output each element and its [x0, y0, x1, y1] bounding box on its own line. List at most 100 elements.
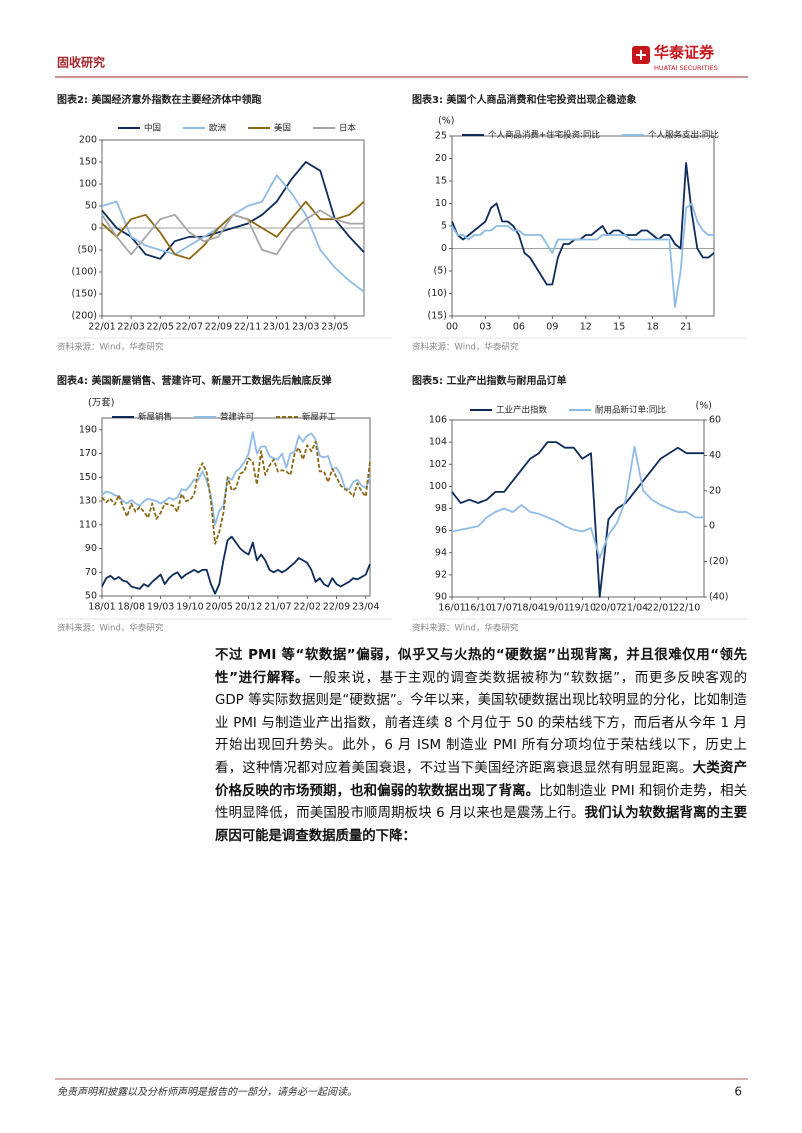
- y-tick-label: 40: [709, 450, 721, 461]
- y-tick-label: (100): [71, 267, 97, 278]
- text-run: 比如制造业 PMI 和铜价走势，相关性明显降低，而美国股市顺周期板块 6 月以来…: [215, 783, 747, 822]
- y-tick-label: 94: [435, 547, 447, 558]
- x-tick-label: 06: [513, 322, 525, 333]
- chart-source: 资料来源：Wind，华泰研究: [57, 342, 164, 353]
- brand-name: 华泰证券: [654, 44, 715, 62]
- y2-unit: (%): [696, 401, 712, 412]
- y-tick-label: 100: [79, 179, 97, 190]
- y-tick-label: (150): [71, 289, 97, 300]
- x-tick-label: 22/03: [117, 322, 144, 333]
- y-tick-label: (40): [709, 592, 729, 603]
- series-line: [101, 535, 371, 595]
- y-tick-label: 25: [435, 131, 447, 142]
- x-tick-label: 17/07: [490, 603, 517, 614]
- y-tick-label: 170: [79, 448, 97, 459]
- bold-run: 不过 PMI 等“软数据”偏弱，似乎又与火热的“硬数据”出现背离，并且很难仅用“…: [215, 648, 747, 686]
- y-tick-label: 0: [91, 223, 97, 234]
- y-tick-label: 130: [79, 496, 97, 507]
- series-line: [101, 440, 371, 545]
- x-tick-label: 19/03: [147, 602, 174, 613]
- chart-title: 图表3: 美国个人商品消费和住宅投资出现企稳迹象: [412, 93, 636, 106]
- x-tick-label: 23/04: [352, 602, 379, 613]
- series-line: [101, 161, 365, 260]
- legend-label: 营建许可: [220, 412, 255, 423]
- x-tick-label: 18/04: [517, 603, 544, 614]
- x-tick-label: 22/01: [647, 603, 674, 614]
- footer-disclaimer: 免责声明和披露以及分析师声明是报告的一部分，请务必一起阅读。: [57, 1086, 357, 1098]
- x-tick-label: 20/05: [206, 602, 233, 613]
- chart-source: 资料来源：Wind，华泰研究: [412, 623, 519, 634]
- x-tick-label: 20/07: [595, 603, 622, 614]
- x-tick-label: 22/10: [673, 603, 700, 614]
- y-tick-label: 200: [79, 135, 97, 146]
- y-tick-label: 5: [441, 221, 447, 232]
- legend-label: 欧洲: [209, 123, 226, 134]
- y-tick-label: 0: [709, 521, 715, 532]
- x-tick-label: 03: [479, 322, 491, 333]
- y-tick-label: (50): [77, 245, 97, 256]
- x-tick-label: 12: [580, 322, 592, 333]
- x-tick-label: 23/05: [321, 322, 348, 333]
- legend-label: 工业产出指数: [496, 405, 548, 416]
- legend-label: 耐用品新订单:同比: [595, 405, 666, 416]
- y-tick-label: 50: [85, 591, 97, 602]
- x-tick-label: 22/05: [147, 322, 174, 333]
- chart-title: 图表4: 美国新屋销售、营建许可、新屋开工数据先后触底反弹: [57, 374, 331, 387]
- legend-label: 个人商品消费+住宅投资:同比: [488, 130, 600, 141]
- y-tick-label: 150: [79, 472, 97, 483]
- bold-run: 我们认为软数据背离的主要原因可能是调查数据质量的下降：: [215, 806, 748, 844]
- y-tick-label: 0: [441, 243, 447, 254]
- body-text: 不过 PMI 等“软数据”偏弱，似乎又与火热的“硬数据”出现背离，并且很难仅用“…: [215, 645, 747, 848]
- x-tick-label: 23/03: [292, 322, 319, 333]
- x-tick-label: 19/01: [543, 603, 570, 614]
- plot-frame: [451, 419, 705, 598]
- chart-source: 资料来源：Wind，华泰研究: [57, 623, 164, 634]
- legend-label: 美国: [274, 123, 291, 134]
- series-line: [451, 162, 715, 286]
- y-tick-label: 104: [429, 437, 447, 448]
- x-tick-label: 19/10: [569, 603, 596, 614]
- series-line: [101, 174, 365, 293]
- legend-label: 个人服务支出:同比: [648, 130, 719, 141]
- plot-frame: [451, 135, 715, 317]
- y-tick-label: 98: [435, 503, 447, 514]
- legend-label: 中国: [144, 123, 161, 134]
- x-tick-label: 23/01: [263, 322, 290, 333]
- chart-title: 图表5: 工业产出指数与耐用品订单: [412, 374, 566, 387]
- x-tick-label: 22/09: [323, 602, 350, 613]
- y-tick-label: 20: [435, 153, 447, 164]
- series-line: [451, 202, 714, 308]
- y-tick-label: 92: [435, 569, 447, 580]
- x-tick-label: 21: [680, 322, 692, 333]
- x-tick-label: 21/04: [621, 603, 648, 614]
- y-tick-label: 50: [85, 201, 97, 212]
- chart-title: 图表2: 美国经济意外指数在主要经济体中领跑: [57, 93, 261, 106]
- bold-run: 大类资产价格反映的市场预期，也和偏弱的软数据出现了背离。: [215, 760, 748, 799]
- x-tick-label: 22/09: [205, 322, 232, 333]
- x-tick-label: 15: [613, 322, 625, 333]
- x-tick-label: 16/10: [464, 603, 491, 614]
- page-number: 6: [734, 1085, 742, 1099]
- section-label: 固收研究: [57, 55, 105, 70]
- y-tick-label: 90: [435, 592, 447, 603]
- x-tick-label: 22/07: [176, 322, 203, 333]
- x-tick-label: 22/01: [88, 322, 115, 333]
- y-tick-label: (200): [71, 311, 97, 322]
- y-tick-label: 100: [429, 481, 447, 492]
- y-tick-label: 10: [435, 198, 447, 209]
- y-tick-label: 110: [79, 519, 97, 530]
- y-tick-label: (5): [434, 266, 447, 277]
- x-tick-label: 22/11: [234, 322, 261, 333]
- plot-frame: [101, 417, 371, 597]
- legend-label: 新屋销售: [138, 412, 172, 423]
- y-tick-label: 106: [429, 415, 447, 426]
- text-run: 一般来说，基于主观的调查类数据被称为“软数据”，而更多反映客观的 GDP 等实际…: [215, 670, 747, 776]
- y-tick-label: 70: [85, 567, 97, 578]
- x-tick-label: 21/07: [264, 602, 291, 613]
- y-tick-label: 60: [709, 415, 721, 426]
- y-tick-label: 96: [435, 525, 447, 536]
- y-tick-label: (15): [427, 311, 447, 322]
- series-line: [101, 209, 364, 256]
